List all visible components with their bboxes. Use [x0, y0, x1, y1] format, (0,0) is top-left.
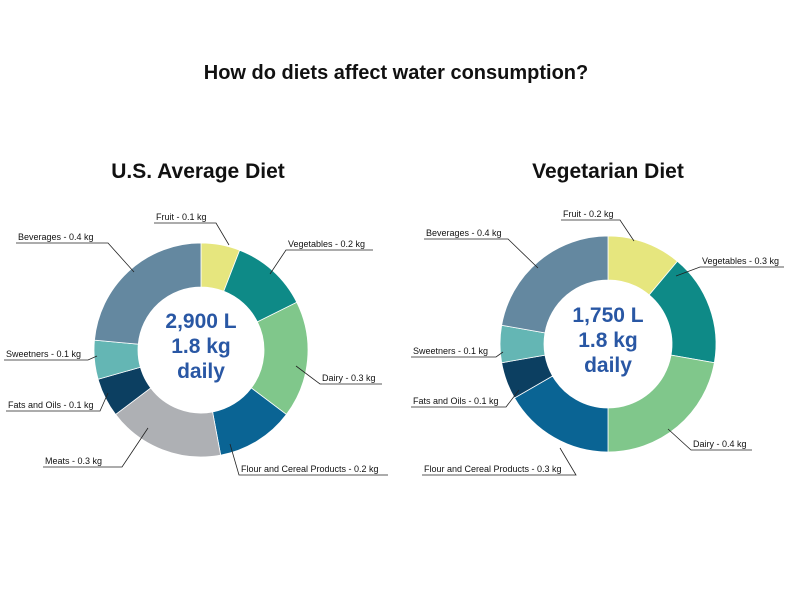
- vegetarian-diet-donut-chart: Fruit - 0.2 kg Vegetables - 0.3 kg Dairy -…: [411, 209, 784, 476]
- slice-label-vegetables: Vegetables - 0.2 kg: [288, 239, 365, 249]
- slice-label-vegetables: Vegetables - 0.3 kg: [702, 256, 779, 266]
- slice-label-sweetners: Sweetners - 0.1 kg: [413, 346, 488, 356]
- leader-line-dairy: [295, 365, 382, 385]
- slice-label-dairy: Dairy - 0.4 kg: [693, 439, 747, 449]
- leader-line-vegetables: [675, 266, 784, 277]
- leader-line-flour-and-cereal-products: [422, 447, 577, 476]
- slice-label-dairy: Dairy - 0.3 kg: [322, 373, 376, 383]
- center-food-weight: 1.8 kg: [578, 329, 638, 352]
- center-food-weight: 1.8 kg: [171, 335, 231, 358]
- us-diet-chart-title: U.S. Average Diet: [111, 160, 285, 183]
- us-diet-donut-chart: Fruit - 0.1 kg Vegetables - 0.2 kg Dairy -…: [4, 212, 388, 476]
- slice-label-fruit: Fruit - 0.1 kg: [156, 212, 207, 222]
- leader-line-meats: [43, 427, 149, 468]
- slice-label-meats: Meats - 0.3 kg: [45, 456, 102, 466]
- leader-line-flour-and-cereal-products: [229, 443, 388, 476]
- slice-beverages: [94, 242, 202, 345]
- leader-line-beverages: [16, 242, 135, 273]
- center-period: daily: [177, 360, 225, 383]
- slice-beverages: [501, 235, 609, 334]
- slice-label-flour-and-cereal-products: Flour and Cereal Products - 0.3 kg: [424, 464, 562, 474]
- leader-line-beverages: [424, 238, 539, 269]
- leader-line-fruit: [154, 222, 230, 246]
- leader-line-fats-and-oils: [6, 392, 109, 412]
- slice-label-beverages: Beverages - 0.4 kg: [18, 232, 94, 242]
- slice-label-beverages: Beverages - 0.4 kg: [426, 228, 502, 238]
- slice-label-fats-and-oils: Fats and Oils - 0.1 kg: [8, 400, 94, 410]
- leader-line-sweetners: [411, 351, 504, 358]
- slice-label-fruit: Fruit - 0.2 kg: [563, 209, 614, 219]
- leader-line-vegetables: [269, 249, 373, 275]
- leader-line-fats-and-oils: [411, 389, 520, 408]
- vegetarian-diet-chart-title: Vegetarian Diet: [532, 160, 684, 183]
- page-title: How do diets affect water consumption?: [203, 62, 589, 84]
- slice-label-fats-and-oils: Fats and Oils - 0.1 kg: [413, 396, 499, 406]
- center-period: daily: [584, 354, 632, 377]
- leader-line-fruit: [561, 219, 635, 242]
- slice-label-sweetners: Sweetners - 0.1 kg: [6, 349, 81, 359]
- leader-line-dairy: [667, 428, 752, 451]
- leader-line-sweetners: [4, 355, 98, 361]
- center-water-volume: 1,750 L: [572, 304, 643, 327]
- slice-label-flour-and-cereal-products: Flour and Cereal Products - 0.2 kg: [241, 464, 379, 474]
- center-water-volume: 2,900 L: [165, 310, 236, 333]
